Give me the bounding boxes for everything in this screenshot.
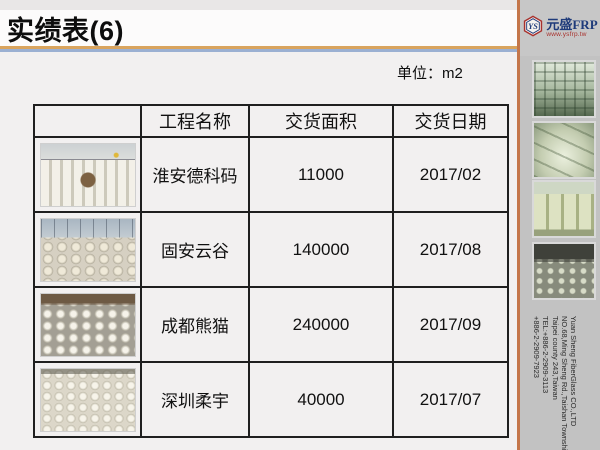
table-header-row: 工程名称 交货面积 交货日期 <box>33 104 509 138</box>
cell-area: 140000 <box>248 211 394 288</box>
company-logo: YS 元盛FRP www.ysfrp.tw <box>520 0 600 56</box>
table-row: 固安云谷 140000 2017/08 <box>33 211 509 288</box>
unit-label: 单位：m2 <box>397 65 463 82</box>
cell-area: 40000 <box>248 361 394 438</box>
top-margin-strip <box>0 0 520 10</box>
project-photo-tanks-site-4 <box>39 367 136 432</box>
sidebar-photo-ceiling-structure <box>532 60 596 118</box>
company-phone1: TEL:+886-2-2909-3113 <box>541 316 551 394</box>
company-phone2: +886-2-2909-7923 <box>532 316 542 378</box>
cell-date: 2017/09 <box>392 286 509 363</box>
table-row: 成都熊猫 240000 2017/09 <box>33 286 509 363</box>
header-date: 交货日期 <box>392 104 509 138</box>
sidebar-accent-line <box>517 0 520 450</box>
page-title: 实绩表(6) <box>7 15 124 46</box>
divider-orange <box>0 46 518 49</box>
cell-project: 固安云谷 <box>140 211 250 288</box>
table-row: 深圳柔宇 40000 2017/07 <box>33 361 509 438</box>
brand-website: www.ysfrp.tw <box>546 30 587 38</box>
cell-date: 2017/07 <box>392 361 509 438</box>
table-row: 淮安德科码 11000 2017/02 <box>33 136 509 213</box>
company-contact-info: Yuan Sheng FiberGlass CO.,LTD NO.68,Ming… <box>532 316 578 450</box>
cell-date: 2017/08 <box>392 211 509 288</box>
company-address-line1: NO.68,Ming Sheng Rd.,Taishan Township, <box>559 316 569 450</box>
cell-project: 成都熊猫 <box>140 286 250 363</box>
sidebar-photo-warehouse-floor <box>532 242 596 300</box>
sidebar-photo-tank-closeup <box>532 121 596 179</box>
header-project: 工程名称 <box>140 104 250 138</box>
divider-blue <box>0 49 518 52</box>
sidebar-photo-tank-group <box>532 180 596 238</box>
sidebar: YS 元盛FRP www.ysfrp.tw Yuan Sheng FiberGl… <box>520 0 600 450</box>
delivery-table: 工程名称 交货面积 交货日期 淮安德科码 11000 2017/02 固安云谷 … <box>33 104 509 438</box>
cell-date: 2017/02 <box>392 136 509 213</box>
company-address-line2: Taipei county 243,Taiwan <box>550 316 560 400</box>
cell-project: 深圳柔宇 <box>140 361 250 438</box>
project-photo-tanks-site-3 <box>39 292 136 357</box>
brand-name: 元盛FRP <box>546 16 598 32</box>
header-area: 交货面积 <box>248 104 394 138</box>
project-photo-tanks-site-1 <box>39 142 136 207</box>
cell-area: 11000 <box>248 136 394 213</box>
cell-area: 240000 <box>248 286 394 363</box>
header-photo-cell <box>33 104 142 138</box>
svg-text:YS: YS <box>529 22 539 31</box>
title-banner: 实绩表(6) <box>0 10 518 46</box>
project-photo-tanks-site-2 <box>39 217 136 282</box>
cell-project: 淮安德科码 <box>140 136 250 213</box>
company-name: Yuan Sheng FiberGlass CO.,LTD <box>569 316 578 427</box>
ys-hexagon-logo-icon: YS <box>522 15 544 42</box>
